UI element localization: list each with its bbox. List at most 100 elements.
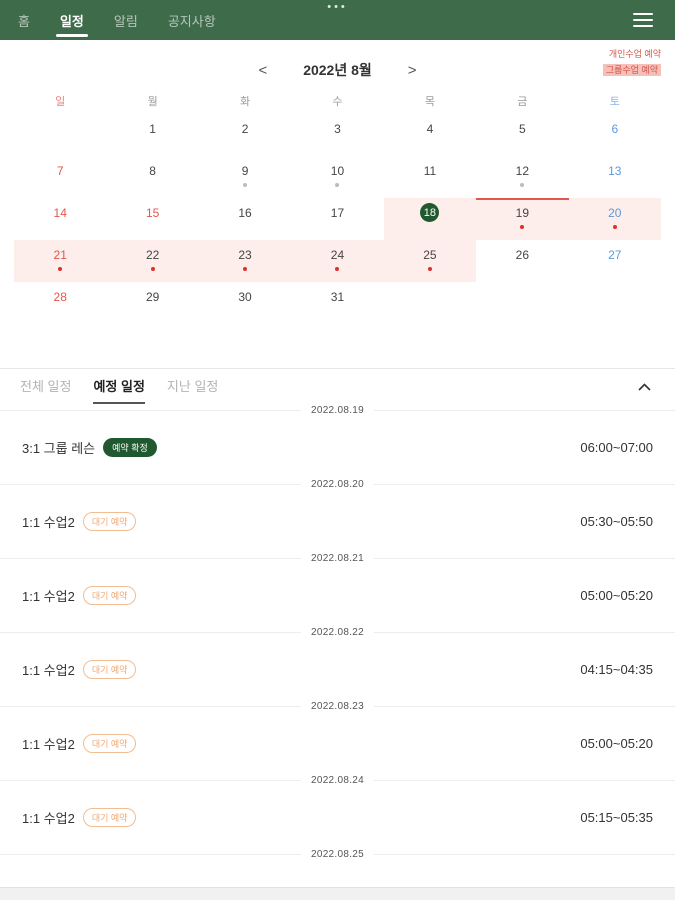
- weekday-tue: 화: [240, 96, 251, 108]
- calendar-day-1[interactable]: 1: [106, 114, 198, 156]
- schedule-item[interactable]: 1:1 수업2 대기 예약 05:30~05:50: [0, 490, 675, 552]
- day-number: 23: [238, 247, 252, 262]
- day-number: 15: [145, 205, 160, 220]
- event-dot-red: [150, 267, 155, 271]
- day-number: [513, 287, 532, 306]
- calendar-day-24[interactable]: 24: [291, 240, 384, 282]
- day-number: 30: [238, 289, 252, 304]
- weekday-wed: 수: [332, 96, 343, 108]
- event-dot-red: [612, 225, 617, 229]
- collapse-button[interactable]: [634, 375, 655, 398]
- section-divider: [0, 368, 675, 369]
- date-divider: 2022.08.21: [0, 552, 675, 564]
- date-divider: 2022.08.22: [0, 626, 675, 638]
- day-number: 7: [56, 163, 64, 178]
- legend-group-lesson: 그룹수업 예약: [602, 64, 661, 76]
- calendar-day-13[interactable]: 13: [569, 156, 661, 198]
- day-number: [51, 119, 70, 138]
- calendar-day-9[interactable]: 9: [199, 156, 291, 198]
- prev-month-button[interactable]: <: [258, 61, 268, 79]
- calendar-day-8[interactable]: 8: [106, 156, 198, 198]
- day-number: 29: [145, 289, 160, 304]
- schedule-item[interactable]: 1:1 수업2 대기 예약 04:15~04:35: [0, 638, 675, 700]
- calendar-day-6[interactable]: 6: [569, 114, 661, 156]
- schedule-tabs: 전체 일정 예정 일정 지난 일정: [0, 369, 675, 404]
- calendar-day-15[interactable]: 15: [106, 198, 198, 240]
- calendar-day-22[interactable]: 22: [106, 240, 199, 282]
- calendar-day-29[interactable]: 29: [106, 282, 198, 324]
- event-dot-grey: [520, 183, 525, 187]
- day-number: 28: [53, 289, 67, 304]
- lesson-time: 05:15~05:35: [580, 809, 653, 825]
- calendar-day-16[interactable]: 16: [199, 198, 291, 240]
- bottom-bar: [0, 887, 675, 900]
- schedule-item[interactable]: 3:1 그룹 레슨 예약 확정 06:00~07:00: [0, 416, 675, 478]
- calendar-day-14[interactable]: 14: [14, 198, 106, 240]
- calendar-day-26[interactable]: 26: [476, 240, 568, 282]
- menu-button[interactable]: [629, 5, 657, 35]
- calendar-day-18[interactable]: 18: [383, 198, 477, 240]
- day-number: 25: [423, 247, 437, 262]
- calendar-day-11[interactable]: 11: [384, 156, 476, 198]
- schedule-item[interactable]: 1:1 수업2 대기 예약 05:00~05:20: [0, 712, 675, 774]
- calendar-day-30[interactable]: 30: [199, 282, 291, 324]
- lesson-time: 05:00~05:20: [580, 587, 653, 603]
- calendar-day-4[interactable]: 4: [384, 114, 476, 156]
- tab-past-schedule[interactable]: 지난 일정: [166, 379, 219, 394]
- calendar-day-17[interactable]: 17: [291, 198, 383, 240]
- day-number: 26: [515, 247, 530, 262]
- calendar-day-27[interactable]: 27: [569, 240, 661, 282]
- calendar-day-7[interactable]: 7: [14, 156, 106, 198]
- legend-personal-lesson: 개인수업 예약: [608, 49, 661, 59]
- day-number: 4: [426, 121, 434, 136]
- event-dot-red: [243, 267, 248, 271]
- calendar-day-2[interactable]: 2: [199, 114, 291, 156]
- reservation-status-badge: 대기 예약: [82, 659, 137, 679]
- day-number: 12: [515, 163, 530, 178]
- calendar-day-21[interactable]: 21: [14, 240, 107, 282]
- weekday-row: 일 월 화 수 목 금 토: [14, 88, 661, 114]
- calendar-day-empty: [476, 282, 568, 324]
- lesson-title: 1:1 수업2: [22, 662, 75, 678]
- nav-tab-home[interactable]: 홈: [18, 14, 30, 29]
- group-date: 2022.08.25: [300, 848, 375, 860]
- schedule-item[interactable]: 1:1 수업2 대기 예약 05:15~05:35: [0, 786, 675, 848]
- calendar-day-25[interactable]: 25: [383, 240, 477, 282]
- date-divider: 2022.08.19: [0, 404, 675, 416]
- calendar-day-20[interactable]: 20: [568, 198, 661, 240]
- date-divider: 2022.08.23: [0, 700, 675, 712]
- calendar-legend: 개인수업 예약 그룹수업 예약: [602, 46, 661, 78]
- calendar-day-empty: [384, 282, 476, 324]
- day-number: 8: [149, 163, 156, 178]
- lesson-time: 04:15~04:35: [580, 661, 653, 677]
- next-month-button[interactable]: >: [407, 61, 417, 79]
- calendar-day-23[interactable]: 23: [198, 240, 292, 282]
- day-number: 10: [330, 163, 345, 178]
- calendar-day-5[interactable]: 5: [476, 114, 568, 156]
- day-number: 1: [149, 121, 156, 136]
- group-date: 2022.08.24: [300, 774, 375, 786]
- group-date: 2022.08.22: [300, 626, 375, 638]
- nav-tab-notice[interactable]: 공지사항: [167, 14, 216, 29]
- reservation-status-badge: 대기 예약: [82, 807, 137, 827]
- tab-all-schedule[interactable]: 전체 일정: [20, 379, 72, 394]
- day-number: 19: [515, 205, 530, 220]
- reservation-status-badge: 대기 예약: [82, 585, 137, 605]
- nav-tab-schedule[interactable]: 일정: [55, 11, 88, 40]
- nav-tabs: 홈 일정 알림 공지사항: [16, 11, 218, 40]
- calendar-day-3[interactable]: 3: [291, 114, 383, 156]
- calendar-day-31[interactable]: 31: [291, 282, 383, 324]
- calendar-day-10[interactable]: 10: [291, 156, 383, 198]
- weekday-thu: 목: [424, 96, 435, 108]
- calendar-day-19[interactable]: 19: [476, 198, 569, 240]
- tab-upcoming-schedule[interactable]: 예정 일정: [93, 369, 145, 404]
- reservation-status-badge: 예약 확정: [103, 437, 157, 457]
- schedule-item[interactable]: 1:1 수업2 대기 예약 05:00~05:20: [0, 564, 675, 626]
- calendar-day-12[interactable]: 12: [476, 156, 568, 198]
- date-divider: 2022.08.20: [0, 478, 675, 490]
- nav-tab-alerts[interactable]: 알림: [113, 14, 138, 29]
- day-number: 21: [53, 247, 67, 262]
- reservation-status-badge: 대기 예약: [82, 733, 137, 753]
- calendar-day-28[interactable]: 28: [14, 282, 106, 324]
- event-dot-red: [427, 267, 432, 271]
